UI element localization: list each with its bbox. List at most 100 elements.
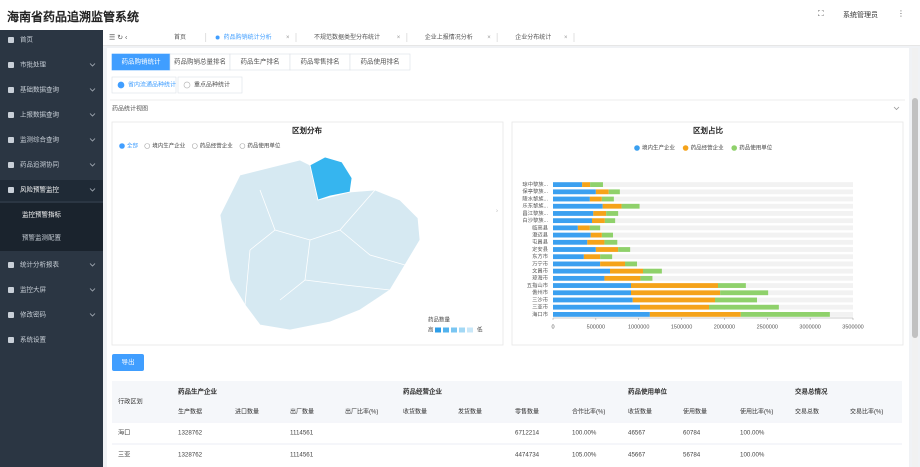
bar (600, 254, 613, 260)
menu-icon (8, 337, 14, 343)
tab[interactable]: 不规范数据类型分布统计 (314, 33, 380, 41)
submenu-item[interactable]: 监控预警指标 (22, 210, 62, 219)
tab[interactable]: 企业分布统计 (515, 33, 551, 41)
y-tick-label: 三沙市 (532, 295, 549, 303)
radio (183, 81, 191, 89)
table-cell: 1328762 (178, 430, 203, 437)
bar-track (553, 232, 853, 238)
radio-box[interactable] (111, 76, 177, 94)
map-legend-swatch (443, 327, 449, 333)
table-cell: 海口 (118, 429, 130, 437)
chart-title: 区划占比 (693, 125, 723, 135)
map-legend-low: 低 (477, 325, 483, 333)
menu-arrow (89, 288, 96, 292)
map-legend-swatch (467, 327, 473, 333)
submenu-item[interactable]: 预警监测配置 (22, 233, 62, 242)
table-group-header: 交易总情况 (795, 387, 828, 396)
table-cell: 56784 (683, 452, 701, 459)
table-cell: 4474734 (515, 452, 540, 459)
bar (589, 196, 602, 202)
map-legend-swatch (451, 327, 457, 333)
map-legend-high: 高 (428, 325, 434, 333)
menu-icon (8, 62, 14, 68)
menu-arrow (89, 113, 96, 117)
y-tick-label: 保亭黎族... (522, 187, 548, 195)
table-cell: 1328762 (178, 452, 203, 459)
bar (649, 311, 741, 317)
tab[interactable]: 药品购销统计分析 (224, 33, 272, 41)
tab-close: × (397, 35, 401, 41)
menu-item[interactable]: 药品追溯协同 (20, 160, 59, 169)
bar (618, 247, 631, 252)
menu-arrow (89, 263, 96, 267)
y-tick-label: 白沙黎族... (522, 216, 548, 224)
user-name[interactable]: 系统管理员 (843, 12, 878, 19)
menu-icon (8, 87, 14, 93)
collapse-arrow (893, 106, 900, 111)
bar (608, 189, 620, 195)
bar (720, 290, 769, 296)
bar-track (553, 196, 853, 202)
menu-icon (8, 37, 14, 43)
radio-box[interactable] (177, 76, 243, 94)
map-option-radio[interactable] (119, 143, 125, 149)
bar-track (553, 275, 853, 281)
menu-item[interactable]: 首页 (20, 35, 34, 44)
menu-item[interactable]: 基础数据查询 (20, 85, 60, 94)
subtab: 药品生产排名 (241, 57, 280, 66)
bar (587, 239, 605, 245)
bar (595, 247, 619, 252)
menu-item[interactable]: 风险预警监控 (20, 185, 60, 194)
table-header-bg (112, 381, 902, 421)
tab[interactable]: 企业上报情况分析 (425, 33, 473, 41)
y-tick-label: 东方市 (532, 252, 549, 260)
more-icon[interactable]: ⋮ (897, 9, 905, 18)
menu-item[interactable]: 统计分析报表 (20, 260, 60, 269)
menu-arrow (89, 63, 96, 67)
map-option-radio[interactable] (144, 143, 150, 149)
legend-swatch (682, 145, 689, 151)
export-button-bg[interactable] (112, 354, 144, 371)
tab-dot (215, 35, 220, 40)
bar (604, 239, 618, 245)
bar (553, 261, 601, 267)
table-column-header: 发货数量 (458, 408, 482, 416)
tab[interactable]: 首页 (174, 33, 186, 41)
bar (631, 290, 721, 296)
bar-track (553, 203, 853, 209)
bar-track (553, 254, 853, 260)
y-tick-label: 文昌市 (532, 267, 549, 275)
subtab-bg[interactable] (349, 53, 411, 71)
menu-item[interactable]: 监控大屏 (20, 285, 47, 294)
bar-track (553, 268, 853, 274)
bar (553, 290, 631, 296)
app-title: 海南省药品追溯监管系统 (7, 10, 140, 24)
bar-track (553, 211, 853, 216)
bar (583, 254, 601, 260)
bar (582, 182, 591, 188)
table-column-header: 使用比率(%) (740, 408, 773, 416)
menu-item[interactable]: 系统设置 (20, 335, 47, 344)
menu-item[interactable]: 修改密码 (20, 310, 47, 319)
scrollbar[interactable] (912, 48, 918, 467)
bar (553, 203, 603, 209)
radio-label: 重点品种统计 (194, 81, 230, 89)
map-option-radio[interactable] (192, 143, 198, 149)
menu-icon (8, 112, 14, 118)
tab-bar (103, 30, 920, 46)
table-column-header: 进口数量 (235, 408, 259, 416)
map-option-radio[interactable] (239, 143, 246, 149)
fullscreen-icon[interactable]: ⛶ (818, 9, 824, 18)
x-tick-label: 0 (551, 324, 554, 330)
bar (602, 203, 622, 209)
menu-item[interactable]: 监测综合查询 (20, 135, 60, 144)
menu-item[interactable]: 上报数据查询 (20, 110, 60, 119)
bar (553, 182, 583, 188)
bar (740, 311, 830, 317)
menu-item[interactable]: 市批处理 (20, 60, 47, 69)
map-legend-swatch (435, 327, 441, 333)
bar (553, 275, 605, 281)
bar (640, 304, 709, 310)
bar (610, 268, 643, 274)
